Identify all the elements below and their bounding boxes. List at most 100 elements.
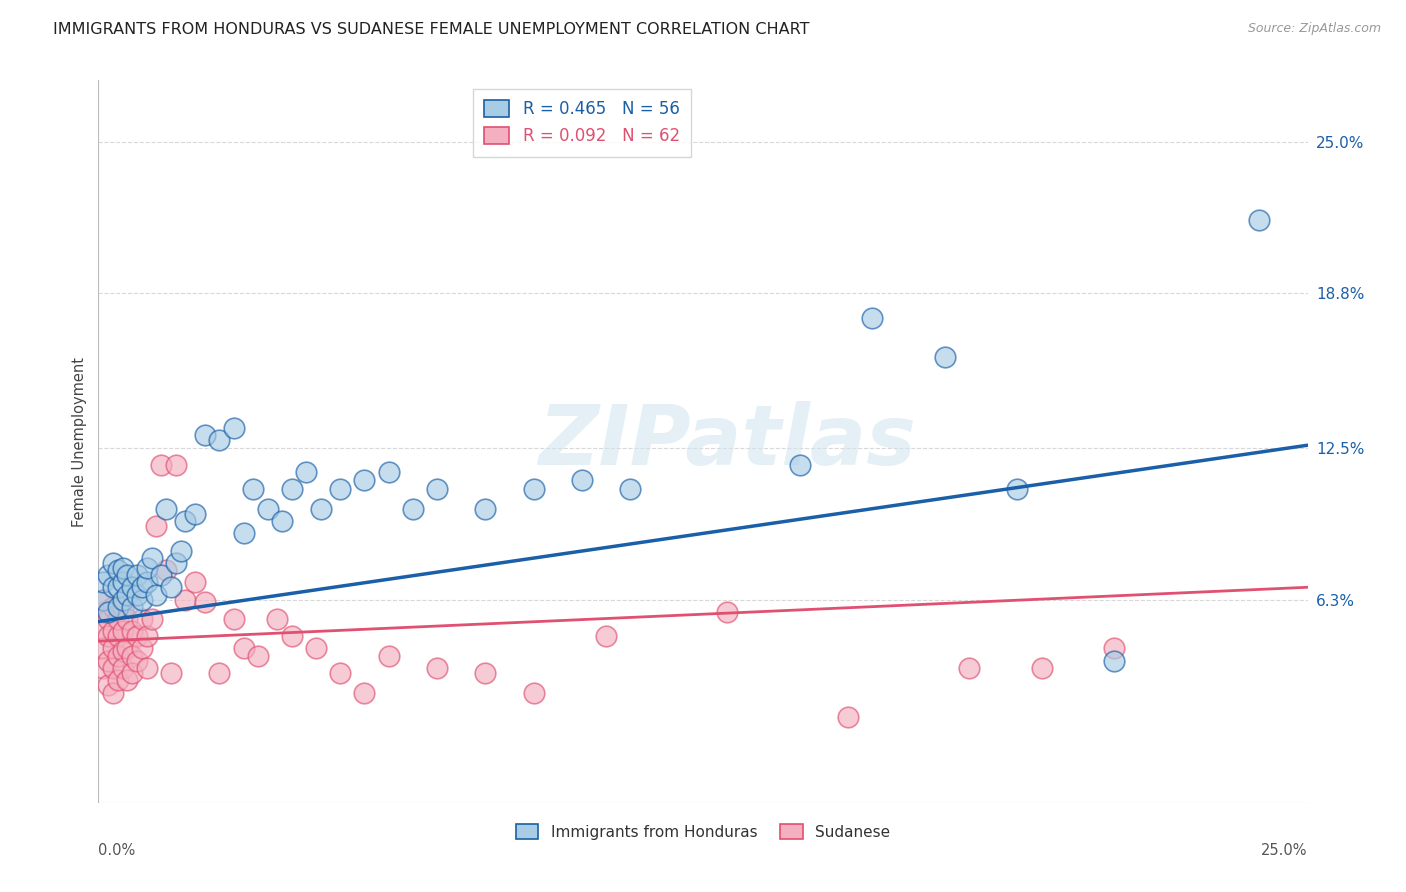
Point bbox=[329, 483, 352, 497]
Point bbox=[145, 588, 167, 602]
Point bbox=[141, 550, 163, 565]
Point bbox=[121, 580, 143, 594]
Point bbox=[111, 599, 134, 614]
Point bbox=[208, 434, 231, 448]
Point bbox=[377, 648, 399, 663]
Point bbox=[160, 665, 183, 680]
Text: 0.0%: 0.0% bbox=[98, 843, 135, 857]
Legend: Immigrants from Honduras, Sudanese: Immigrants from Honduras, Sudanese bbox=[508, 816, 898, 847]
Point bbox=[101, 641, 124, 656]
Point bbox=[256, 502, 278, 516]
Point bbox=[101, 685, 124, 699]
Point bbox=[194, 428, 217, 442]
Point bbox=[101, 661, 124, 675]
Point bbox=[523, 483, 546, 497]
Point bbox=[127, 629, 149, 643]
Point bbox=[402, 502, 425, 516]
Point bbox=[305, 641, 328, 656]
Point bbox=[127, 588, 149, 602]
Point bbox=[837, 710, 859, 724]
Point bbox=[1031, 661, 1053, 675]
Point bbox=[247, 648, 270, 663]
Point bbox=[107, 563, 129, 577]
Point bbox=[208, 665, 231, 680]
Point bbox=[91, 605, 114, 619]
Point bbox=[155, 502, 177, 516]
Point bbox=[194, 595, 217, 609]
Point bbox=[107, 580, 129, 594]
Point bbox=[860, 310, 883, 325]
Point bbox=[174, 592, 197, 607]
Point bbox=[281, 629, 304, 643]
Point bbox=[150, 458, 173, 472]
Point bbox=[121, 624, 143, 639]
Point bbox=[101, 624, 124, 639]
Point bbox=[135, 560, 157, 574]
Point bbox=[111, 644, 134, 658]
Point bbox=[97, 568, 120, 582]
Point bbox=[174, 514, 197, 528]
Point bbox=[571, 473, 593, 487]
Point bbox=[145, 519, 167, 533]
Point bbox=[97, 612, 120, 626]
Point bbox=[377, 465, 399, 479]
Point bbox=[131, 592, 153, 607]
Point bbox=[117, 673, 139, 688]
Point bbox=[127, 568, 149, 582]
Point bbox=[131, 580, 153, 594]
Point bbox=[184, 575, 207, 590]
Point bbox=[523, 685, 546, 699]
Point bbox=[91, 575, 114, 590]
Point bbox=[117, 641, 139, 656]
Point bbox=[1007, 483, 1029, 497]
Point bbox=[1102, 641, 1125, 656]
Point bbox=[101, 580, 124, 594]
Point bbox=[222, 612, 245, 626]
Point bbox=[934, 350, 956, 364]
Y-axis label: Female Unemployment: Female Unemployment bbox=[72, 357, 87, 526]
Point bbox=[716, 605, 738, 619]
Point bbox=[160, 580, 183, 594]
Point bbox=[426, 661, 449, 675]
Point bbox=[426, 483, 449, 497]
Point bbox=[222, 421, 245, 435]
Point bbox=[595, 629, 617, 643]
Point bbox=[107, 599, 129, 614]
Point bbox=[91, 641, 114, 656]
Text: 25.0%: 25.0% bbox=[1261, 843, 1308, 857]
Text: Source: ZipAtlas.com: Source: ZipAtlas.com bbox=[1247, 22, 1381, 36]
Point bbox=[107, 612, 129, 626]
Point bbox=[1102, 654, 1125, 668]
Point bbox=[242, 483, 264, 497]
Point bbox=[91, 592, 114, 607]
Point bbox=[266, 612, 288, 626]
Point bbox=[957, 661, 980, 675]
Point bbox=[295, 465, 318, 479]
Point bbox=[117, 568, 139, 582]
Point bbox=[97, 605, 120, 619]
Point bbox=[184, 507, 207, 521]
Point bbox=[135, 575, 157, 590]
Point bbox=[107, 648, 129, 663]
Point bbox=[619, 483, 641, 497]
Point bbox=[131, 641, 153, 656]
Point bbox=[117, 612, 139, 626]
Point bbox=[353, 473, 375, 487]
Point bbox=[329, 665, 352, 680]
Point bbox=[155, 563, 177, 577]
Point bbox=[121, 599, 143, 614]
Point bbox=[107, 673, 129, 688]
Point bbox=[91, 661, 114, 675]
Point bbox=[121, 648, 143, 663]
Point bbox=[91, 592, 114, 607]
Point bbox=[281, 483, 304, 497]
Point bbox=[111, 560, 134, 574]
Point bbox=[97, 678, 120, 692]
Point bbox=[107, 629, 129, 643]
Point bbox=[135, 629, 157, 643]
Point bbox=[232, 526, 254, 541]
Point bbox=[789, 458, 811, 472]
Point bbox=[111, 624, 134, 639]
Point bbox=[165, 458, 187, 472]
Point bbox=[169, 543, 191, 558]
